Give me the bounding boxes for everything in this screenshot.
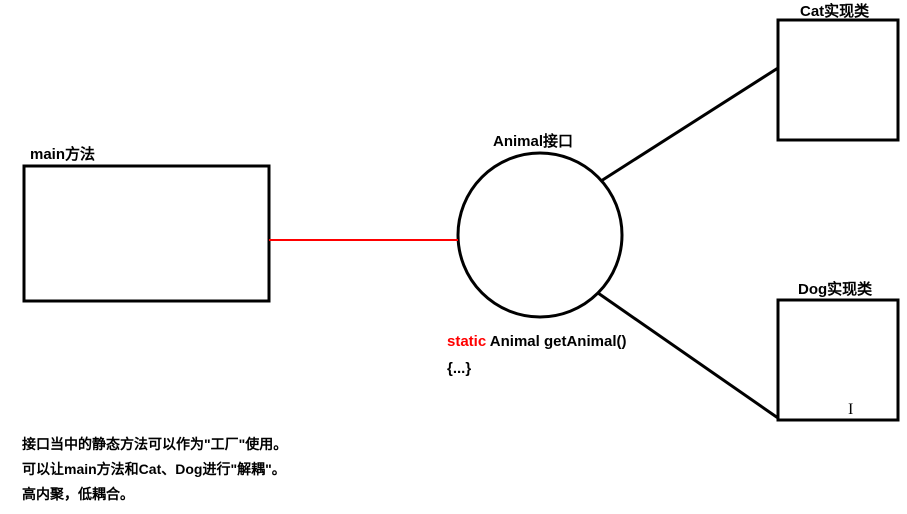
description-block: 接口当中的静态方法可以作为"工厂"使用。 可以让main方法和Cat、Dog进行… [22,432,287,508]
dog-class-box [778,300,898,420]
cat-class-box [778,20,898,140]
interface-to-dog-line [598,293,778,418]
description-line-3: 高内聚，低耦合。 [22,482,287,507]
main-method-box [24,166,269,301]
main-method-label: main方法 [30,143,95,164]
description-line-2: 可以让main方法和Cat、Dog进行"解耦"。 [22,457,287,482]
method-signature-text: Animal getAnimal() [486,333,626,350]
static-method-signature: static Animal getAnimal() [447,333,626,350]
interface-to-cat-line [601,68,778,181]
method-body: {...} [447,360,471,377]
static-keyword: static [447,333,486,350]
animal-interface-label: Animal接口 [493,130,573,151]
description-line-1: 接口当中的静态方法可以作为"工厂"使用。 [22,432,287,457]
text-cursor-icon: I [848,401,853,419]
animal-interface-circle [458,153,622,317]
dog-class-label: Dog实现类 [798,278,872,299]
cat-class-label: Cat实现类 [800,0,869,21]
